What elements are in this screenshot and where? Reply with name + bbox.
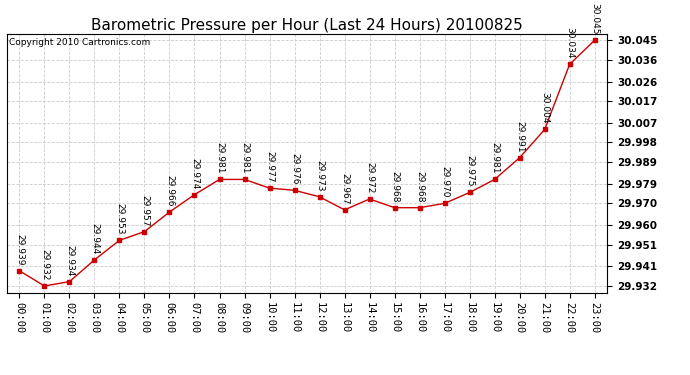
Text: 29.981: 29.981 xyxy=(240,142,249,174)
Text: 29.957: 29.957 xyxy=(140,195,149,226)
Text: 29.939: 29.939 xyxy=(15,234,24,265)
Text: 29.970: 29.970 xyxy=(440,166,449,198)
Text: 29.974: 29.974 xyxy=(190,158,199,189)
Text: 29.966: 29.966 xyxy=(165,175,174,207)
Text: 29.975: 29.975 xyxy=(465,155,474,187)
Text: 29.981: 29.981 xyxy=(215,142,224,174)
Text: 29.981: 29.981 xyxy=(490,142,499,174)
Title: Barometric Pressure per Hour (Last 24 Hours) 20100825: Barometric Pressure per Hour (Last 24 Ho… xyxy=(91,18,523,33)
Text: 29.976: 29.976 xyxy=(290,153,299,185)
Text: 29.973: 29.973 xyxy=(315,160,324,191)
Text: 29.972: 29.972 xyxy=(365,162,374,194)
Text: 29.968: 29.968 xyxy=(415,171,424,202)
Text: 29.967: 29.967 xyxy=(340,173,349,204)
Text: 29.953: 29.953 xyxy=(115,203,124,235)
Text: 30.004: 30.004 xyxy=(540,92,549,124)
Text: 29.977: 29.977 xyxy=(265,151,274,183)
Text: 29.968: 29.968 xyxy=(390,171,399,202)
Text: 30.034: 30.034 xyxy=(565,27,574,58)
Text: 30.045: 30.045 xyxy=(590,3,599,35)
Text: 29.934: 29.934 xyxy=(65,245,74,276)
Text: 29.944: 29.944 xyxy=(90,223,99,254)
Text: 29.932: 29.932 xyxy=(40,249,49,280)
Text: Copyright 2010 Cartronics.com: Copyright 2010 Cartronics.com xyxy=(9,38,150,46)
Text: 29.991: 29.991 xyxy=(515,121,524,152)
